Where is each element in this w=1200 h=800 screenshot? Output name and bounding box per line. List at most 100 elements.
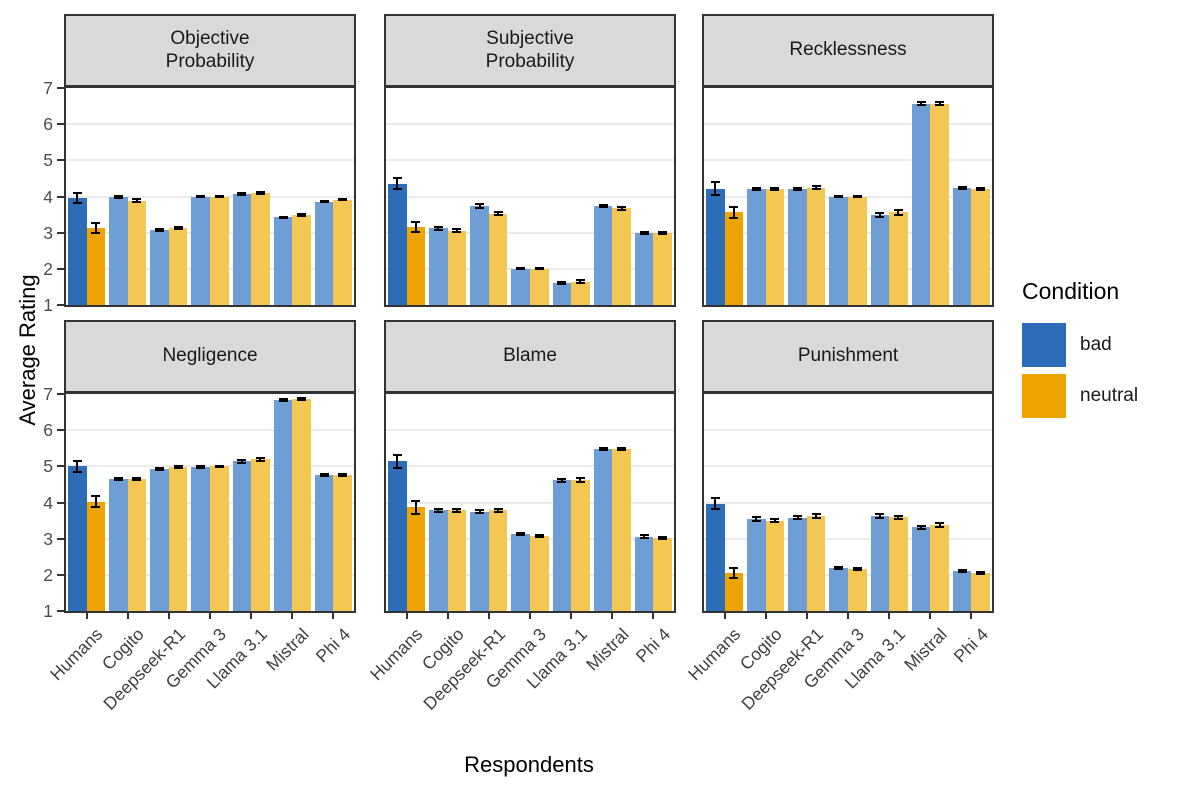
error-bar-cap: [770, 518, 780, 521]
x-tick: [970, 613, 973, 619]
bar-neutral-deepseek-r1: [488, 510, 508, 611]
error-bar-cap: [91, 232, 101, 235]
bar-neutral-deepseek-r1: [168, 467, 188, 611]
bar-bad-gemma-3: [191, 467, 210, 611]
error-bar-cap: [976, 572, 986, 575]
error-bar: [815, 514, 818, 518]
bar-neutral-mistral: [612, 208, 631, 305]
error-bar-cap: [297, 397, 307, 400]
gridline: [66, 123, 354, 126]
error-bar-cap: [770, 187, 780, 190]
gridline: [386, 429, 674, 432]
bar-bad-humans: [706, 188, 725, 305]
error-bar-cap: [617, 446, 627, 449]
bar-neutral-llama-3-1: [889, 517, 908, 611]
error-bar-cap: [392, 188, 402, 191]
error-bar: [773, 519, 776, 523]
error-bar: [755, 516, 758, 521]
facet-title: Subjective Probability: [485, 28, 575, 72]
bar-neutral-gemma-3: [530, 268, 549, 305]
y-tick-label: 6: [43, 114, 53, 135]
error-bar-cap: [770, 521, 780, 524]
facet-panel: [64, 392, 356, 613]
error-bar-cap: [710, 496, 720, 499]
bar-bad-gemma-3: [511, 268, 530, 305]
error-bar-cap: [91, 221, 101, 224]
gridline: [704, 429, 992, 432]
error-bar-cap: [658, 233, 668, 236]
error-bar-cap: [214, 195, 224, 198]
error-bar-cap: [793, 189, 803, 192]
facet-panel: [702, 392, 994, 613]
y-tick-label: 7: [43, 384, 53, 404]
error-bar-cap: [433, 510, 443, 513]
error-bar: [560, 282, 563, 285]
error-bar-cap: [751, 189, 761, 192]
error-bar-cap: [113, 477, 123, 480]
y-tick: [57, 465, 64, 468]
error-bar-cap: [811, 513, 821, 516]
error-bar-cap: [516, 531, 526, 534]
error-bar-cap: [392, 177, 402, 180]
error-bar-cap: [132, 479, 142, 482]
error-bar-cap: [557, 281, 567, 284]
error-bar-cap: [916, 101, 926, 104]
x-category-label: Phi 4: [949, 624, 992, 667]
error-bar-cap: [617, 448, 627, 451]
error-bar-cap: [113, 195, 123, 198]
x-category-label: Humans: [366, 624, 427, 685]
x-tick: [723, 613, 726, 619]
bar-neutral-cogito: [127, 200, 147, 305]
x-tick: [529, 613, 531, 619]
error-bar-cap: [598, 205, 608, 208]
error-bar: [259, 458, 262, 461]
error-bar-cap: [811, 185, 821, 188]
y-tick: [57, 159, 64, 162]
error-bar: [732, 568, 735, 578]
bar-neutral-deepseek-r1: [806, 187, 826, 305]
error-bar: [478, 204, 481, 209]
error-bar-cap: [475, 512, 485, 515]
bar-bad-humans: [68, 198, 87, 305]
bar-neutral-phi-4: [653, 233, 672, 305]
facet-strip: Negligence: [64, 320, 356, 393]
error-bar-cap: [319, 199, 329, 202]
x-tick: [847, 613, 849, 619]
bar-bad-phi-4: [634, 536, 654, 611]
error-bar-cap: [639, 534, 649, 537]
error-bar: [158, 467, 161, 470]
bar-bad-cogito: [109, 479, 128, 611]
error-bar-cap: [893, 209, 903, 212]
error-bar: [714, 182, 717, 195]
bar-neutral-llama-3-1: [889, 212, 908, 305]
error-bar: [579, 478, 582, 482]
x-axis-title: Respondents: [464, 752, 594, 777]
bar-neutral-humans: [86, 501, 106, 611]
y-tick: [57, 573, 64, 576]
x-tick: [250, 613, 253, 619]
error-bar-cap: [452, 228, 462, 231]
error-bar: [961, 570, 964, 573]
panel-area: [704, 394, 992, 611]
y-tick-label: 3: [43, 528, 53, 549]
gridline: [704, 501, 992, 504]
bar-neutral-gemma-3: [210, 466, 229, 611]
error-bar: [856, 567, 859, 571]
error-bar-cap: [957, 187, 967, 190]
error-bar: [76, 460, 79, 473]
error-bar-cap: [893, 514, 903, 517]
error-bar: [755, 188, 758, 191]
error-bar-cap: [534, 535, 544, 538]
y-tick-label: 4: [43, 492, 53, 513]
x-category-label: Humans: [46, 624, 107, 685]
error-bar-cap: [957, 569, 967, 572]
bar-neutral-humans: [406, 507, 426, 611]
panel-area: [704, 88, 992, 305]
legend-label-neutral: neutral: [1080, 385, 1139, 406]
error-bar-cap: [411, 221, 421, 224]
error-bar-cap: [113, 479, 123, 482]
y-tick-label: 5: [43, 456, 53, 477]
error-bar-cap: [875, 216, 885, 219]
error-bar-cap: [237, 194, 247, 197]
error-bar-cap: [793, 518, 803, 521]
